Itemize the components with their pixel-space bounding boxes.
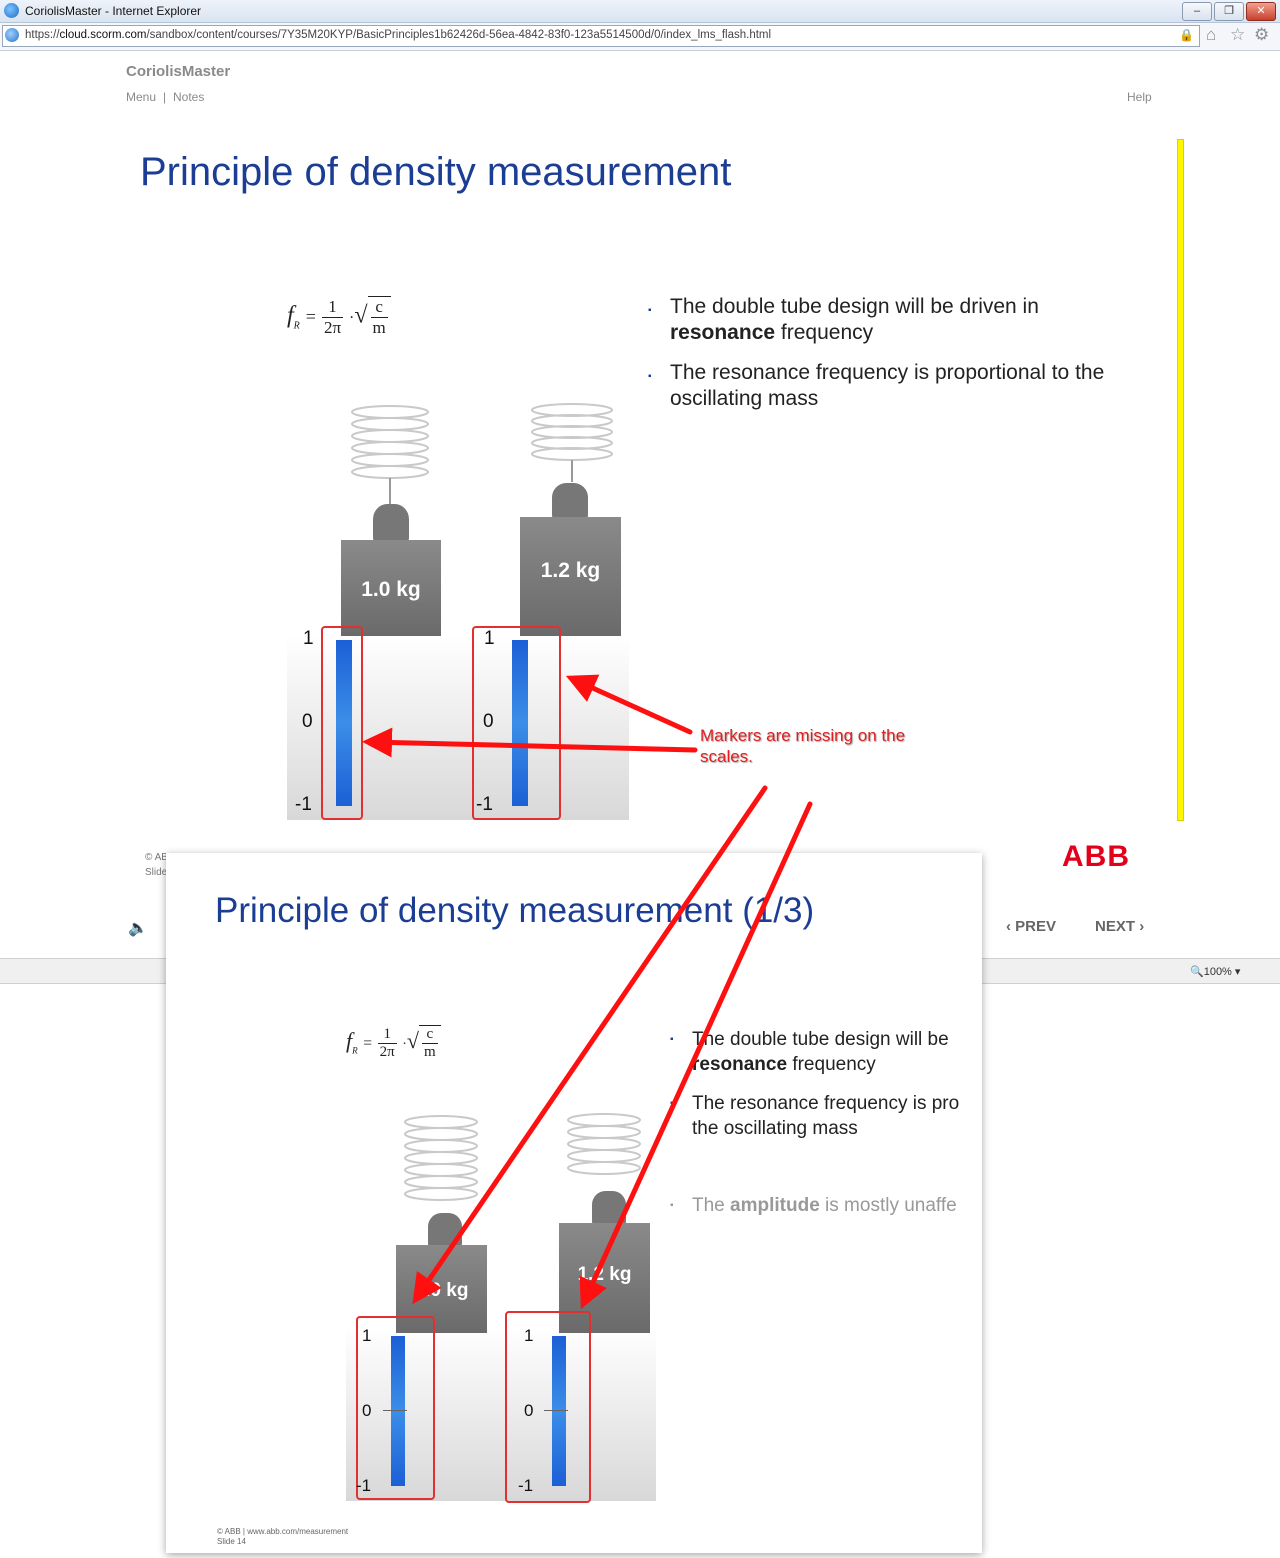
- bullet-item: The double tube design will be driven in…: [648, 294, 1118, 346]
- zoom-control[interactable]: 🔍100% ▾: [1190, 966, 1241, 978]
- window-titlebar: CoriolisMaster - Internet Explorer – ❐ ✕: [0, 0, 1280, 23]
- app-brand: CoriolisMaster: [126, 63, 231, 80]
- weight-1-2kg: 1.2 kg: [520, 517, 621, 636]
- bullet-item: ▪ The amplitude is mostly unaffe: [670, 1195, 957, 1216]
- weight-handle: [373, 504, 409, 542]
- highlight-box: [505, 1311, 591, 1503]
- zoom-icon: 🔍: [1190, 966, 1204, 978]
- scale-label: 0: [483, 711, 494, 732]
- scale-label: 1: [303, 628, 314, 649]
- abb-logo: ABB: [1062, 840, 1130, 873]
- chevron-right-icon: ›: [1139, 918, 1145, 935]
- ie-icon: [4, 3, 19, 18]
- notes-link[interactable]: Notes: [173, 90, 205, 104]
- close-icon[interactable]: ✕: [1246, 2, 1276, 21]
- slide-title: Principle of density measurement: [140, 150, 732, 194]
- next-button[interactable]: NEXT ›: [1095, 918, 1145, 935]
- scale-label: -1: [356, 1476, 372, 1495]
- amplitude-bar: [391, 1336, 405, 1486]
- scale-label: 0: [362, 1401, 372, 1420]
- scale-label: -1: [476, 794, 493, 815]
- reference-screenshot: Principle of density measurement (1/3) f…: [166, 853, 982, 1553]
- help-link[interactable]: Help: [1127, 90, 1152, 104]
- highlight-box: [356, 1316, 435, 1500]
- url-text[interactable]: https://cloud.scorm.com/sandbox/content/…: [25, 29, 772, 41]
- amplitude-bar: [336, 640, 352, 806]
- menu-link[interactable]: Menu: [126, 90, 157, 104]
- speaker-icon[interactable]: 🔈: [128, 920, 148, 937]
- weight-handle: [552, 483, 588, 519]
- lock-icon[interactable]: 🔒: [1179, 28, 1194, 42]
- prev-button[interactable]: ‹ PREV: [1006, 918, 1057, 935]
- scale-label: 0: [524, 1401, 534, 1420]
- home-icon[interactable]: ⌂: [1206, 25, 1217, 44]
- site-icon: [5, 28, 19, 42]
- amplitude-bar: [512, 640, 528, 806]
- weight-1kg: 1.0 kg: [341, 540, 441, 636]
- bullet-item: The resonance frequency is proportional …: [648, 360, 1118, 412]
- scale-marker: [544, 1410, 568, 1411]
- resonance-formula: fR = 1 2π ·√ c m: [287, 296, 391, 338]
- reference-slide-number: Slide 14: [217, 1537, 246, 1546]
- restore-icon[interactable]: ❐: [1214, 2, 1244, 21]
- resonance-formula: fR = 1 2π ·√ c m: [346, 1025, 441, 1061]
- slide-number: Slide: [145, 867, 168, 878]
- scale-marker: [383, 1410, 407, 1411]
- window-title: CoriolisMaster - Internet Explorer: [25, 4, 202, 18]
- highlight-box: [472, 626, 561, 820]
- url-input[interactable]: [2, 25, 1200, 47]
- amplitude-bar: [552, 1336, 566, 1486]
- spring-icon: [351, 403, 613, 504]
- highlight-box: [321, 626, 363, 820]
- spring-icon: [404, 1113, 641, 1201]
- reference-footer: © ABB | www.abb.com/measurement: [217, 1527, 349, 1536]
- bullet-item: ▪ The double tube design will be resonanc…: [670, 1029, 949, 1075]
- minimize-icon[interactable]: –: [1182, 2, 1212, 21]
- bullet-item: ▪ The resonance frequency is pro the oscil…: [670, 1093, 960, 1139]
- scale-label: 1: [362, 1326, 372, 1345]
- reference-title: Principle of density measurement (1/3): [215, 891, 815, 930]
- slide-bullets: The double tube design will be driven in…: [648, 294, 1118, 426]
- scale-label: 1: [484, 628, 495, 649]
- reference-bullets: ▪ The double tube design will be resonanc…: [670, 1027, 982, 1218]
- yellow-marker-line: [1177, 139, 1184, 821]
- scale-label: 1: [524, 1326, 534, 1345]
- scale-label: -1: [295, 794, 312, 815]
- gear-icon[interactable]: ⚙: [1254, 25, 1270, 44]
- slide-footer: © AB: [145, 852, 168, 863]
- annotation-text: Markers are missing on the scales.: [700, 726, 906, 766]
- scale-label: 0: [302, 711, 313, 732]
- nav-separator: |: [163, 90, 167, 104]
- scale-label: -1: [518, 1476, 534, 1495]
- star-icon[interactable]: ☆: [1230, 25, 1246, 44]
- chevron-left-icon: ‹: [1006, 918, 1011, 935]
